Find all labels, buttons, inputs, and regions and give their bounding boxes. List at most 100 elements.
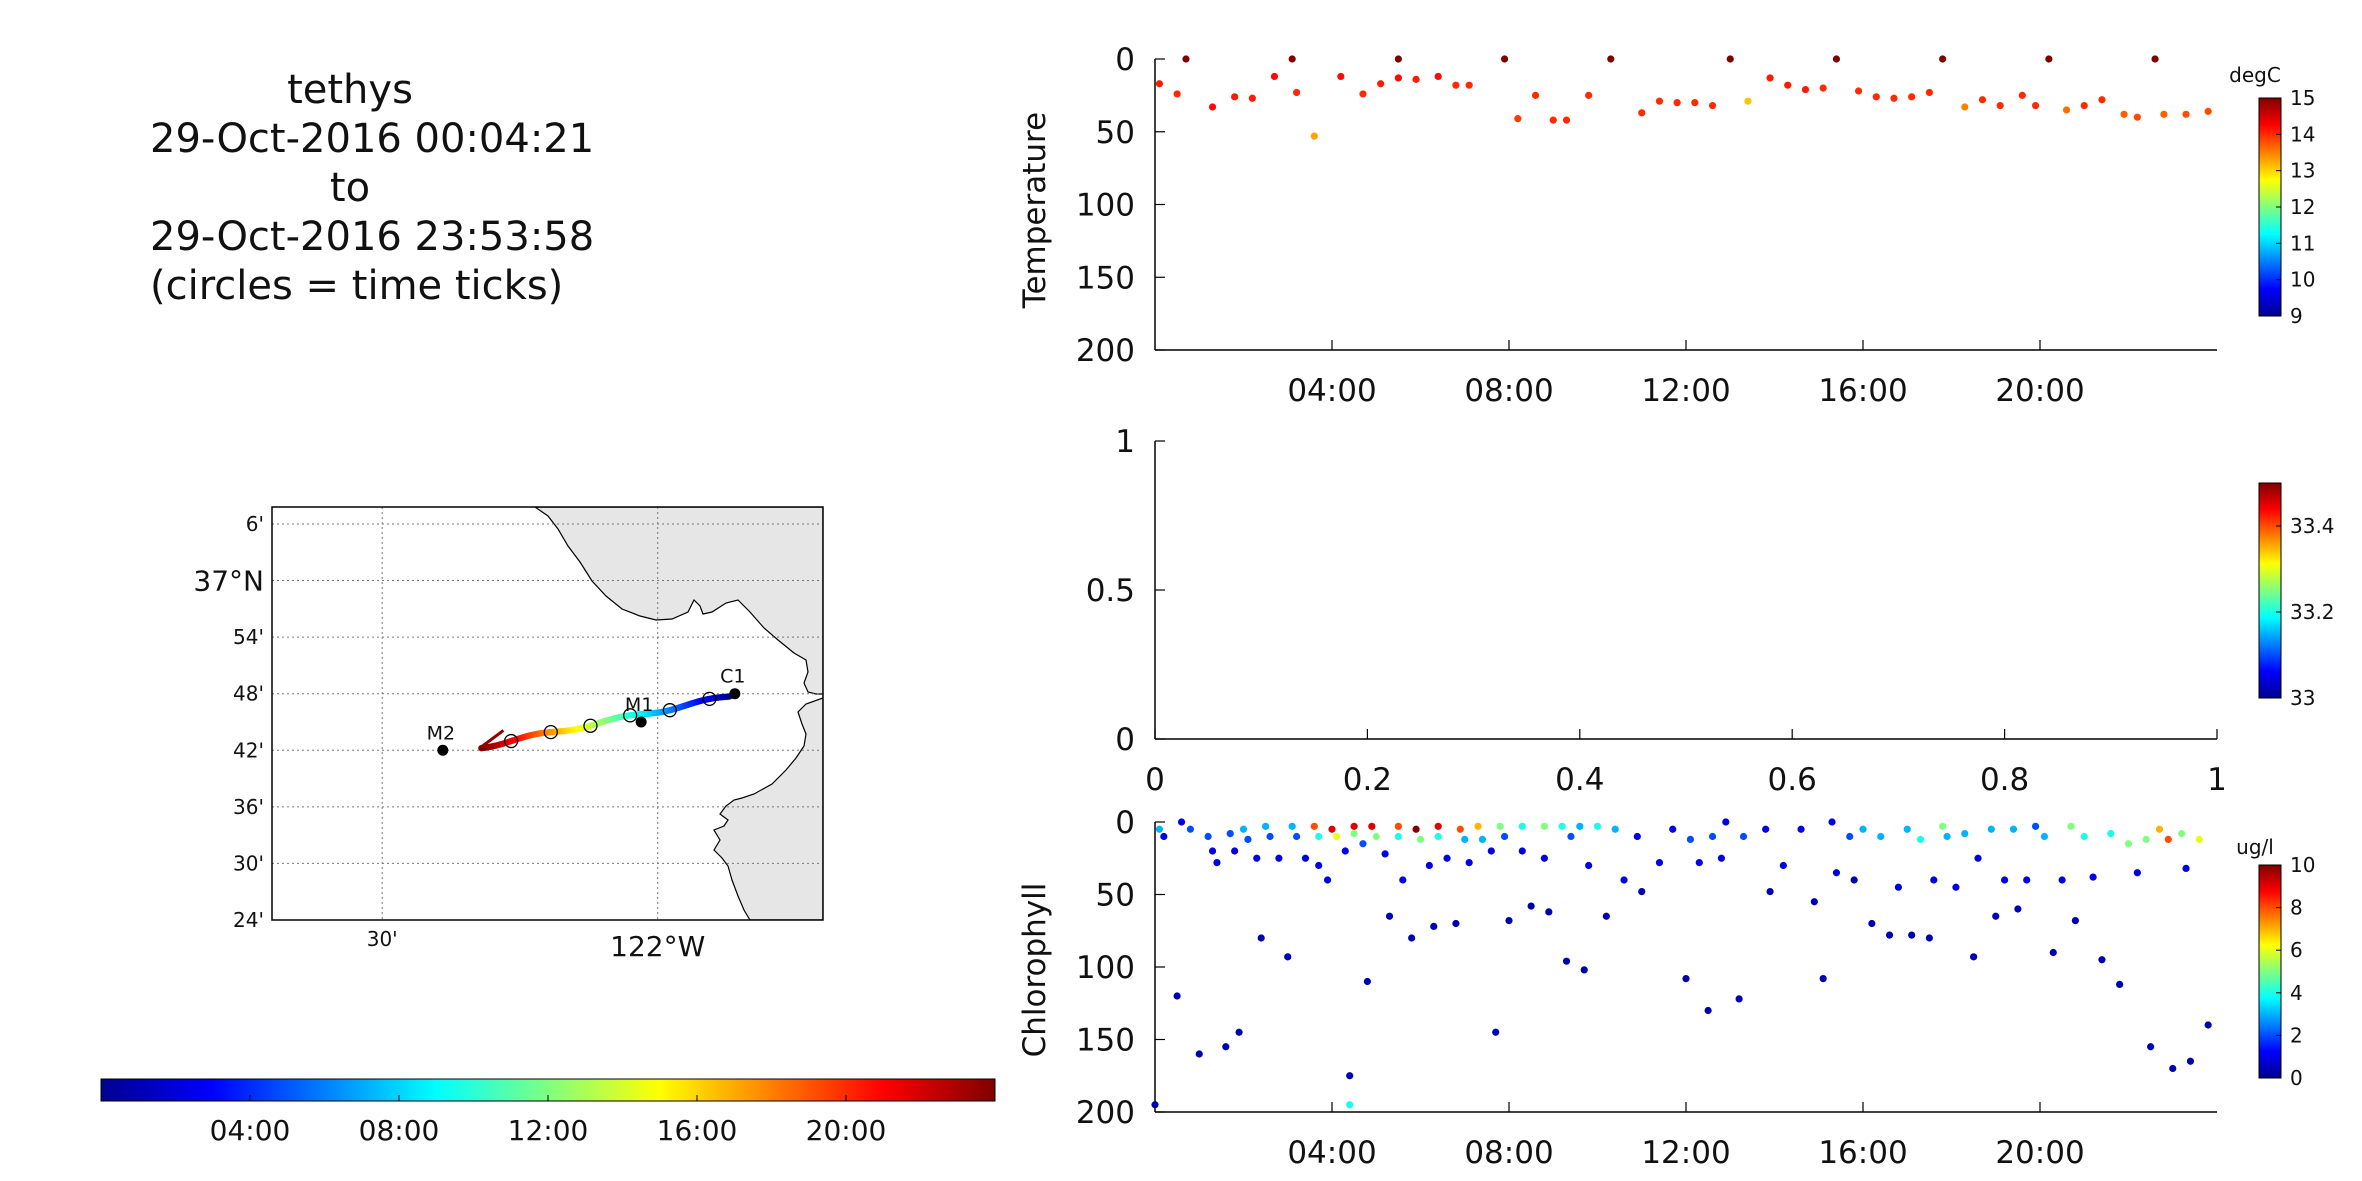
y-tick-label: 150	[1076, 260, 1135, 296]
data-point	[1293, 832, 1301, 841]
data-point	[1416, 835, 1425, 844]
data-point	[1686, 835, 1695, 844]
x-tick-label: 08:00	[1464, 1135, 1553, 1171]
data-point	[1253, 854, 1261, 862]
chlorophyll-points	[1151, 818, 2212, 1109]
data-point	[2018, 91, 2026, 99]
data-point	[1916, 835, 1925, 844]
x-tick-label: 1	[2207, 762, 2227, 798]
data-point	[1518, 847, 1526, 855]
data-point	[1593, 822, 1602, 830]
chlorophyll-ylabel: Chlorophyll	[1017, 883, 1053, 1058]
map-panel: 6' 37°N 54' 48' 42' 36' 30' 24' 30' 122°W C1 M1 M2	[193, 506, 824, 963]
temperature-axes: 0 50 100 150 200 04:00 08:00 12:00 16:00 20:00	[1076, 42, 2217, 409]
data-point	[2133, 113, 2141, 121]
data-point	[1301, 854, 1310, 862]
colorbar-tick-label: 12	[2290, 195, 2315, 219]
data-point	[1549, 116, 1557, 124]
time-tick-circle	[503, 733, 519, 749]
data-point	[2164, 835, 2172, 844]
data-point	[1315, 861, 1323, 870]
data-point	[2014, 905, 2022, 913]
data-point	[1961, 830, 1969, 838]
data-point	[1894, 883, 1902, 891]
x-tick-label: 0	[1145, 762, 1165, 798]
data-point	[2107, 830, 2115, 838]
temperature-panel: 0 50 100 150 200 04:00 08:00 12:00 16:00 20:00 Te…	[1017, 42, 2315, 409]
data-point	[1585, 861, 1593, 870]
data-point	[2098, 956, 2106, 964]
time-tick-circle	[623, 708, 638, 723]
y-tick-label: 0	[1115, 42, 1135, 78]
data-point	[1540, 854, 1548, 862]
data-point	[1766, 888, 1774, 896]
data-point	[1394, 55, 1402, 63]
title-vehicle: tethys	[287, 67, 413, 113]
data-point	[1346, 1072, 1354, 1080]
x-tick-label: 0.4	[1555, 762, 1604, 798]
data-point	[2195, 835, 2203, 844]
data-point	[1412, 825, 1420, 833]
data-point	[1691, 99, 1699, 107]
data-point	[2204, 107, 2212, 115]
salinity-colorbar-ticks: 33 33.2 33.4	[2276, 514, 2335, 710]
data-point	[1784, 81, 1792, 89]
data-point	[1766, 74, 1774, 82]
data-point	[1337, 72, 1345, 81]
salinity-axes: 0 0.5 1 0 0.2 0.4 0.6 0.8 1	[1086, 424, 2227, 798]
x-tick-label: 04:00	[1287, 373, 1376, 409]
data-point	[1859, 825, 1867, 833]
temperature-colorbar-label: degC	[2229, 63, 2281, 87]
data-point	[1527, 902, 1535, 910]
data-point	[1500, 55, 1509, 63]
data-point	[1434, 822, 1442, 830]
data-point	[1576, 822, 1584, 830]
figure-title: tethys 29-Oct-2016 00:04:21 to 29-Oct-20…	[150, 66, 595, 311]
colorbar-tick-label: 2	[2290, 1023, 2303, 1047]
map-lat-label: 6'	[246, 512, 264, 536]
data-point	[1708, 832, 1717, 841]
data-point	[1288, 55, 1296, 63]
y-tick-label: 100	[1076, 188, 1135, 224]
data-point	[1310, 822, 1318, 830]
data-point	[2182, 864, 2190, 873]
data-point	[1341, 847, 1349, 855]
map-lat-label: 37°N	[193, 565, 264, 598]
title-to: to	[329, 165, 371, 211]
map-lat-label: 30'	[233, 851, 264, 875]
data-point	[1456, 825, 1464, 833]
colorbar-tick-label: 10	[2290, 853, 2315, 877]
title-circles-note: (circles = time ticks)	[150, 263, 564, 309]
data-point	[1412, 75, 1420, 83]
data-point	[1332, 832, 1341, 841]
vehicle-track	[478, 691, 733, 752]
time-tick-circle	[583, 718, 598, 733]
data-point	[2062, 106, 2071, 114]
data-point	[1385, 912, 1394, 920]
colorbar-tick-label: 33.4	[2290, 514, 2335, 538]
data-point	[1160, 832, 1168, 841]
station-marker	[635, 716, 647, 728]
data-point	[1262, 822, 1270, 830]
map-frame	[271, 506, 824, 921]
y-tick-label: 200	[1076, 1095, 1135, 1131]
salinity-panel: 0 0.5 1 0 0.2 0.4 0.6 0.8 1 33 33.2 33.4	[1086, 424, 2335, 798]
data-point	[1323, 876, 1332, 884]
data-point	[1514, 115, 1522, 123]
station-label: M2	[427, 722, 455, 744]
map-lat-label: 42'	[233, 738, 264, 762]
data-point	[1580, 966, 1588, 974]
data-point	[1846, 832, 1854, 841]
station-label: M1	[625, 694, 653, 716]
data-point	[1155, 825, 1164, 833]
title-start-time: 29-Oct-2016 00:04:21	[150, 116, 595, 162]
data-point	[2031, 101, 2040, 110]
data-point	[1832, 55, 1841, 63]
x-tick-label: 20:00	[1995, 1135, 2084, 1171]
data-point	[1952, 883, 1960, 891]
time-colorbar-ticks: 04:00 08:00 12:00 16:00 20:00	[210, 1095, 886, 1147]
data-point	[2040, 832, 2049, 841]
data-point	[1708, 101, 1717, 110]
data-point	[1235, 1028, 1243, 1036]
